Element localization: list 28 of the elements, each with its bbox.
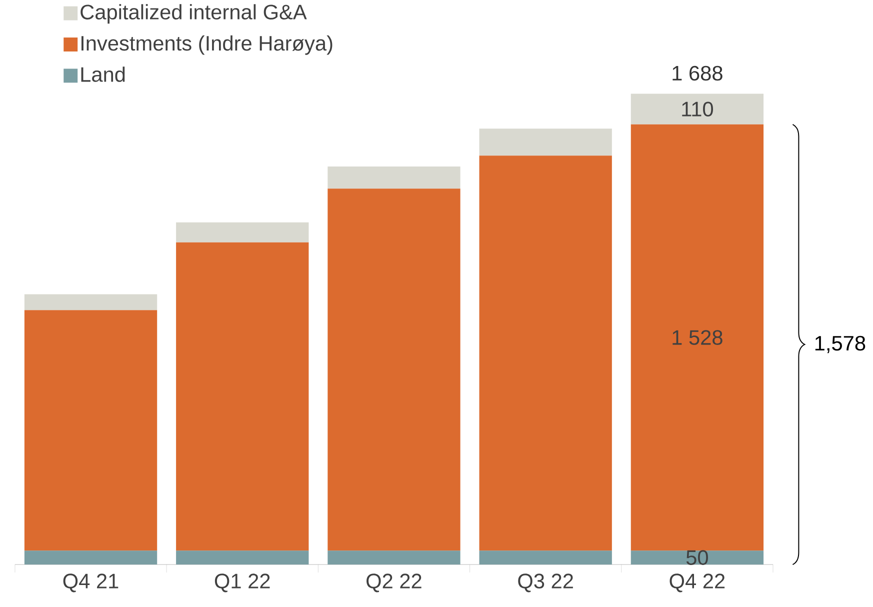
- data-label: 1 528: [672, 330, 722, 345]
- bar: [176, 222, 309, 242]
- bar: [176, 242, 309, 550]
- bar: [630, 124, 764, 550]
- x-tick-label: Q3 22: [518, 573, 573, 592]
- total-label: 1 688: [672, 66, 722, 80]
- bar: [24, 294, 158, 310]
- bar: [176, 550, 309, 564]
- bar: [630, 94, 764, 124]
- bar: [630, 550, 764, 564]
- x-tick-label: Q4 22: [670, 573, 725, 592]
- data-label: 50: [686, 550, 708, 565]
- bar: [328, 550, 460, 564]
- bar: [24, 310, 158, 550]
- text: 1,578: [815, 336, 866, 353]
- bar: [479, 128, 612, 156]
- x-tick-label: Q2 22: [366, 573, 422, 592]
- bar: [328, 188, 460, 550]
- bar: [24, 550, 158, 564]
- bar: [328, 166, 460, 188]
- legend-label: Land: [81, 66, 125, 82]
- data-label: 110: [682, 102, 714, 116]
- x-tick-label: Q1 22: [214, 573, 270, 592]
- bar: [479, 550, 612, 564]
- legend-label: Investments (Indre Harøya): [82, 35, 332, 55]
- legend-label: Capitalized internal G&A: [80, 4, 307, 24]
- bar: [479, 155, 612, 550]
- x-tick-label: Q4 21: [63, 573, 118, 592]
